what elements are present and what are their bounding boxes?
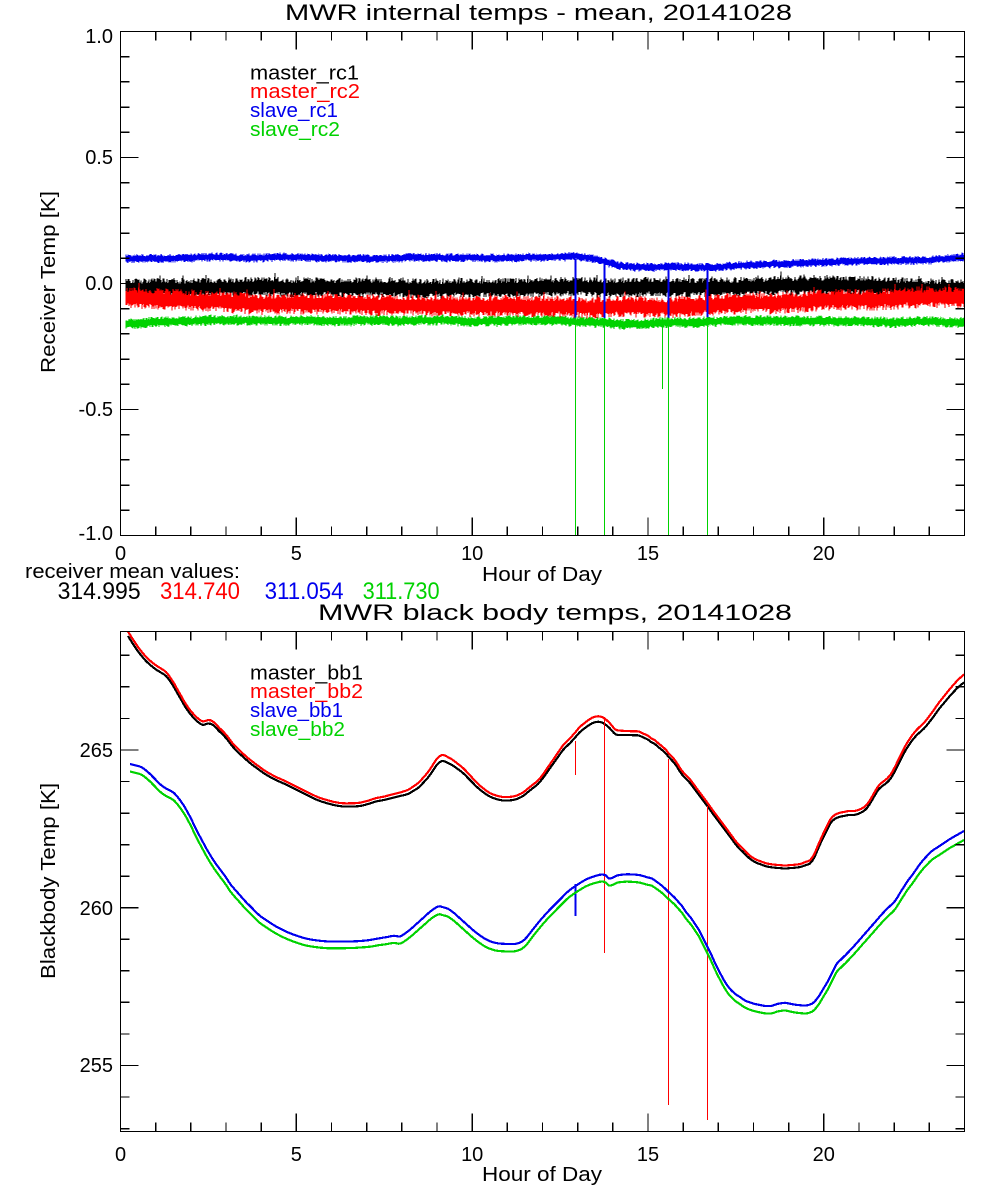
svg-text:-1.0: -1.0: [79, 523, 113, 545]
svg-text:MWR internal temps - mean, 201: MWR internal temps - mean, 20141028: [285, 0, 792, 25]
svg-text:20: 20: [813, 1144, 835, 1166]
svg-text:0: 0: [115, 1144, 126, 1166]
svg-text:5: 5: [291, 1144, 302, 1166]
svg-text:master_rc1: master_rc1: [250, 62, 359, 84]
svg-text:311.054: 311.054: [265, 578, 344, 605]
svg-text:slave_bb1: slave_bb1: [250, 700, 343, 722]
svg-text:slave_bb2: slave_bb2: [250, 719, 345, 741]
svg-text:0: 0: [115, 543, 126, 565]
svg-text:314.995: 314.995: [58, 578, 141, 605]
svg-text:311.730: 311.730: [363, 578, 440, 605]
svg-text:MWR black body temps, 20141028: MWR black body temps, 20141028: [318, 600, 792, 625]
svg-text:slave_rc1: slave_rc1: [250, 100, 338, 122]
svg-text:0.0: 0.0: [85, 273, 113, 295]
svg-text:1.0: 1.0: [85, 26, 113, 48]
svg-text:314.740: 314.740: [160, 578, 240, 605]
svg-text:-0.5: -0.5: [79, 399, 113, 421]
svg-text:10: 10: [461, 543, 483, 565]
svg-text:260: 260: [80, 898, 113, 920]
svg-text:master_rc2: master_rc2: [250, 81, 360, 103]
svg-text:master_bb2: master_bb2: [250, 681, 363, 703]
svg-text:master_bb1: master_bb1: [250, 662, 363, 684]
svg-text:265: 265: [80, 740, 113, 762]
svg-text:15: 15: [637, 543, 659, 565]
svg-text:255: 255: [80, 1055, 113, 1077]
svg-text:Hour of Day: Hour of Day: [482, 1164, 602, 1186]
svg-text:20: 20: [813, 543, 835, 565]
svg-text:0.5: 0.5: [85, 147, 113, 169]
svg-text:10: 10: [461, 1144, 483, 1166]
svg-text:15: 15: [637, 1144, 659, 1166]
svg-text:slave_rc2: slave_rc2: [250, 119, 340, 141]
svg-text:5: 5: [291, 543, 302, 565]
svg-text:Receiver Temp [K]: Receiver Temp [K]: [38, 191, 60, 373]
svg-text:Hour of Day: Hour of Day: [482, 564, 602, 586]
svg-text:receiver mean values:: receiver mean values:: [25, 561, 240, 583]
svg-text:Blackbody Temp [K]: Blackbody Temp [K]: [38, 783, 60, 979]
